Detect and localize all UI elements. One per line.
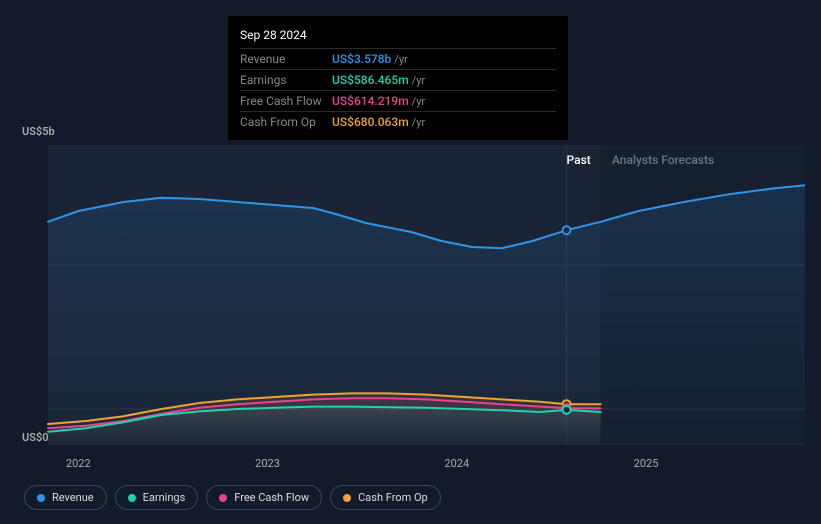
tooltip-metric-unit: /yr — [412, 74, 425, 87]
x-axis-tick-label: 2023 — [255, 457, 280, 470]
tooltip-metric-value: US$3.578b — [332, 52, 391, 66]
past-region-label: Past — [567, 153, 591, 167]
chart-legend: Revenue Earnings Free Cash Flow Cash From O… — [24, 485, 441, 510]
tooltip-metric-value: US$680.063m — [332, 115, 409, 129]
x-axis-tick-label: 2022 — [66, 457, 91, 470]
legend-label: Free Cash Flow — [234, 491, 309, 504]
tooltip-metric-unit: /yr — [394, 53, 407, 66]
y-axis-max-label: US$5b — [22, 125, 55, 138]
tooltip-metric-unit: /yr — [412, 95, 425, 108]
tooltip-metric-value: US$586.465m — [332, 73, 409, 87]
legend-label: Earnings — [143, 491, 186, 504]
legend-dot-icon — [37, 494, 45, 502]
legend-label: Cash From Op — [358, 491, 428, 504]
tooltip-row: EarningsUS$586.465m/yr — [240, 69, 556, 90]
tooltip-row: Free Cash FlowUS$614.219m/yr — [240, 90, 556, 111]
x-axis-tick-label: 2025 — [634, 457, 659, 470]
legend-dot-icon — [219, 494, 227, 502]
tooltip-row: Cash From OpUS$680.063m/yr — [240, 111, 556, 132]
legend-item[interactable]: Revenue — [24, 485, 107, 510]
earnings-revenue-chart: US$5b US$0 Past Analysts Forecasts 20222… — [16, 125, 805, 445]
legend-dot-icon — [128, 494, 136, 502]
chart-plot[interactable] — [16, 125, 805, 445]
y-axis-min-label: US$0 — [22, 431, 49, 444]
tooltip-date: Sep 28 2024 — [240, 24, 556, 48]
x-axis-tick-label: 2024 — [444, 457, 469, 470]
legend-item[interactable]: Earnings — [115, 485, 199, 510]
legend-item[interactable]: Free Cash Flow — [206, 485, 322, 510]
legend-item[interactable]: Cash From Op — [330, 485, 441, 510]
tooltip-metric-label: Earnings — [240, 73, 332, 87]
legend-label: Revenue — [52, 491, 94, 504]
tooltip-row: RevenueUS$3.578b/yr — [240, 48, 556, 69]
tooltip-metric-label: Cash From Op — [240, 115, 332, 129]
legend-dot-icon — [343, 494, 351, 502]
tooltip-metric-value: US$614.219m — [332, 94, 409, 108]
tooltip-metric-label: Free Cash Flow — [240, 94, 332, 108]
tooltip-metric-unit: /yr — [412, 116, 425, 129]
chart-tooltip: Sep 28 2024 RevenueUS$3.578b/yrEarningsU… — [228, 16, 568, 140]
forecast-region-label: Analysts Forecasts — [612, 153, 714, 167]
tooltip-metric-label: Revenue — [240, 52, 332, 66]
